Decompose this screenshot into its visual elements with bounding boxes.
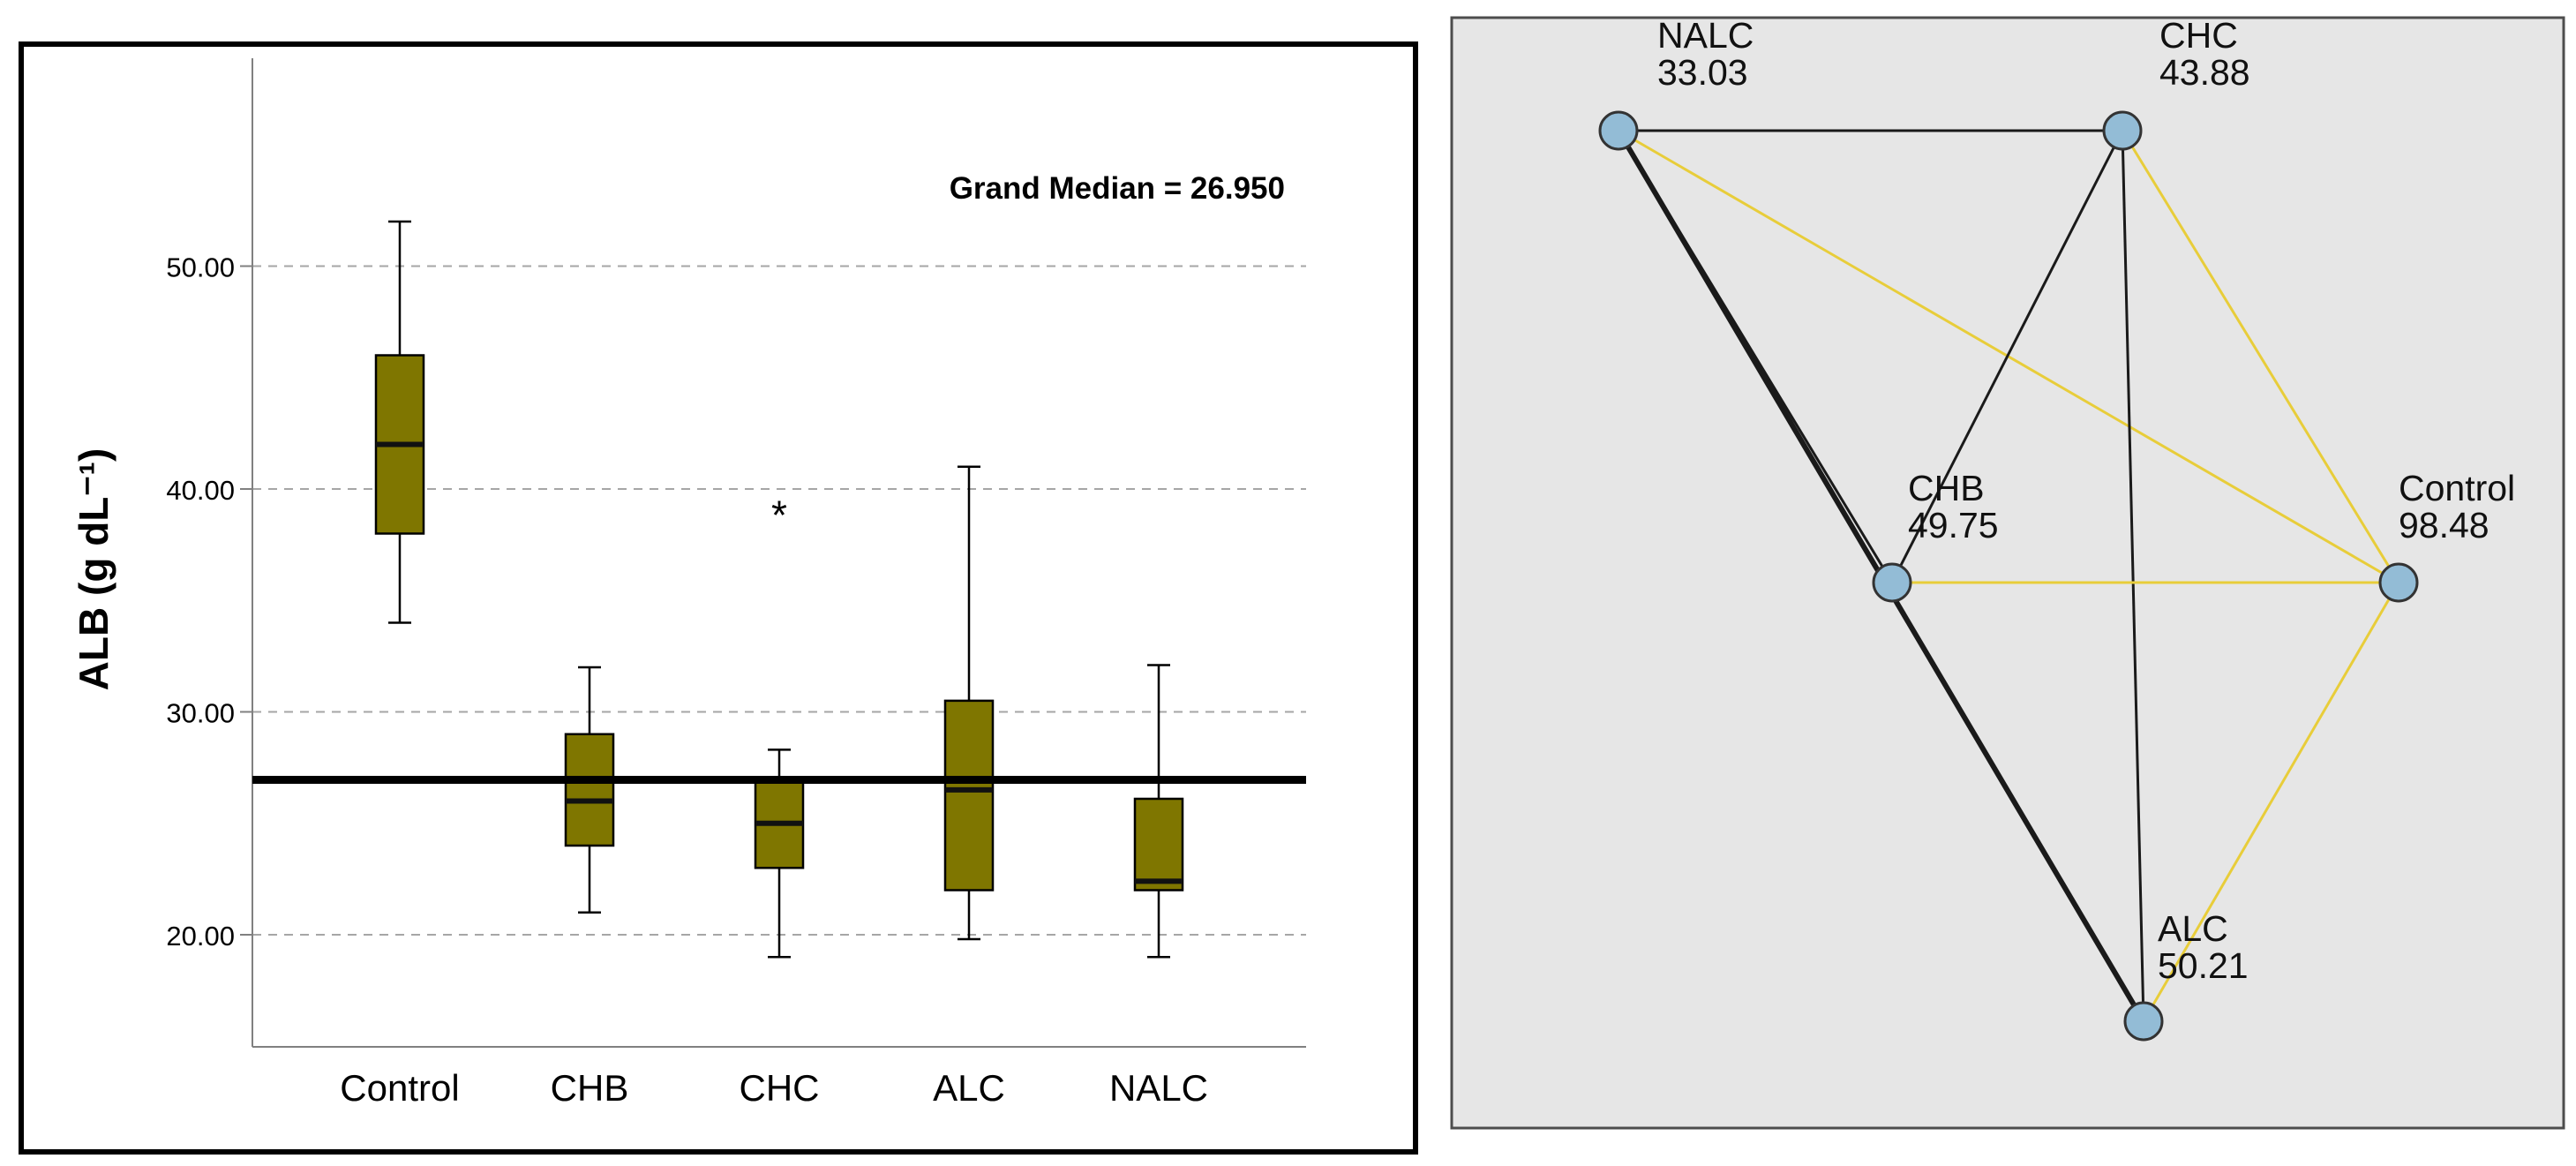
y-axis-label: ALB (g dL⁻¹) [71,448,116,691]
node-circle [2123,1001,2164,1042]
x-tick-labels: Control CHB CHC ALC NALC [340,1067,1208,1109]
node-value: 43.88 [2159,52,2250,93]
outlier-marker: * [771,492,787,538]
node-circle [1872,562,1912,603]
x-tick-label: CHB [551,1067,629,1109]
node-value: 50.21 [2158,945,2249,986]
grand-median-annotation: Grand Median = 26.950 [950,171,1285,206]
boxes: * [374,220,1184,959]
boxplot-panel: 20.00 30.00 40.00 50.00 * Control CHB CHC ALC N… [19,41,1418,1155]
box-nalc [1133,664,1184,959]
box-alc [943,465,995,941]
y-tick-label: 50.00 [166,252,235,283]
node-value: 98.48 [2399,505,2490,545]
node-label: Control [2399,468,2515,508]
edge-chc-control [2121,130,2400,583]
node-label: CHB [1908,468,1985,508]
node-label: CHC [2159,15,2238,56]
box-iqr [1133,797,1184,891]
node-circle [2378,562,2419,603]
network-background [1450,16,2565,1130]
node-label: ALC [2158,908,2228,949]
box-iqr [943,699,995,891]
box-chc: * [754,492,805,959]
x-tick-label: CHC [740,1067,820,1109]
y-tick-label: 20.00 [166,921,235,952]
y-tick-label: 40.00 [166,475,235,506]
edge-chc-chb [1890,130,2124,583]
box-control [374,220,425,624]
y-tick-label: 30.00 [166,698,235,729]
x-tick-label: Control [340,1067,459,1109]
x-tick-label: ALC [933,1067,1005,1109]
boxplot-frame [19,41,1418,1155]
x-tick-label: NALC [1109,1067,1208,1109]
edge-control-alc [2142,582,2400,1022]
box-iqr [564,733,615,847]
edge-chc-alc [2121,130,2145,1022]
y-tick-labels: 20.00 30.00 40.00 50.00 [166,252,252,952]
box-chb [564,666,615,914]
node-circle [2102,110,2143,151]
node-circle [1598,110,1639,151]
node-value: 33.03 [1657,52,1748,93]
node-value: 49.75 [1908,505,1999,545]
node-label: NALC [1657,15,1754,56]
